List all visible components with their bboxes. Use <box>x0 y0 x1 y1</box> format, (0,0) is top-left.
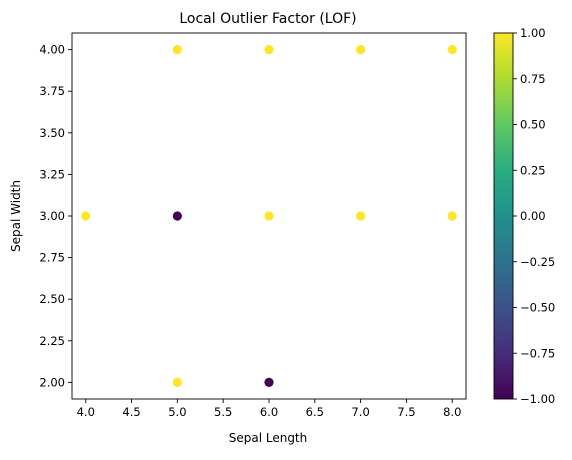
plot-area: 4.0 4.5 5.0 5.5 6.0 6.5 7.0 7.5 8.0 2.00 2.25 2.50 2… <box>39 32 467 419</box>
y-tick-label: 3.50 <box>39 126 65 140</box>
y-tick-label: 2.50 <box>39 292 65 306</box>
y-tick-label: 2.75 <box>39 251 65 265</box>
inlier-point <box>356 45 366 55</box>
outlier-point <box>172 211 182 221</box>
chart-title: Local Outlier Factor (LOF) <box>179 11 356 27</box>
colorbar-tick-label: −1.00 <box>520 392 555 406</box>
inlier-point <box>356 211 366 221</box>
colorbar-tick-label: −0.75 <box>520 346 555 360</box>
inlier-point <box>264 211 274 221</box>
colorbar-tick-label: 0.25 <box>520 163 546 177</box>
colorbar-tick-label: 0.00 <box>520 209 546 223</box>
colorbar-tick-label: −0.25 <box>520 255 555 269</box>
y-tick-label: 2.00 <box>39 375 65 389</box>
x-tick-label: 8.0 <box>443 405 461 419</box>
inlier-point <box>172 45 182 55</box>
inlier-point <box>447 211 457 221</box>
y-axis-label: Sepal Width <box>9 180 23 252</box>
x-tick-label: 4.5 <box>122 405 140 419</box>
y-tick-label: 3.00 <box>39 209 65 223</box>
colorbar-tick-label: 0.50 <box>520 118 546 132</box>
x-tick-label: 4.0 <box>77 405 95 419</box>
x-tick-label: 6.5 <box>306 405 324 419</box>
y-tick-label: 3.25 <box>39 167 65 181</box>
inlier-point <box>172 377 182 387</box>
x-axis-label: Sepal Length <box>229 431 308 445</box>
y-tick-label: 2.25 <box>39 334 65 348</box>
colorbar-tick-label: 1.00 <box>520 26 546 40</box>
colorbar-tick-label: −0.50 <box>520 301 555 315</box>
x-tick-label: 5.5 <box>214 405 232 419</box>
x-tick-label: 7.0 <box>351 405 369 419</box>
colorbar-tick-label: 0.75 <box>520 72 546 86</box>
x-tick-label: 7.5 <box>397 405 415 419</box>
x-tick-label: 5.0 <box>168 405 186 419</box>
x-tick-label: 6.0 <box>260 405 278 419</box>
colorbar: −1.00 −0.75 −0.50 −0.25 0.00 0.25 0.50 0.75 1.00 <box>493 26 555 406</box>
y-tick-label: 3.75 <box>39 84 65 98</box>
outlier-point <box>264 377 274 387</box>
inlier-point <box>81 211 91 221</box>
colorbar-gradient <box>493 32 514 400</box>
inlier-point <box>264 45 274 55</box>
y-tick-label: 4.00 <box>39 43 65 57</box>
inlier-point <box>447 45 457 55</box>
